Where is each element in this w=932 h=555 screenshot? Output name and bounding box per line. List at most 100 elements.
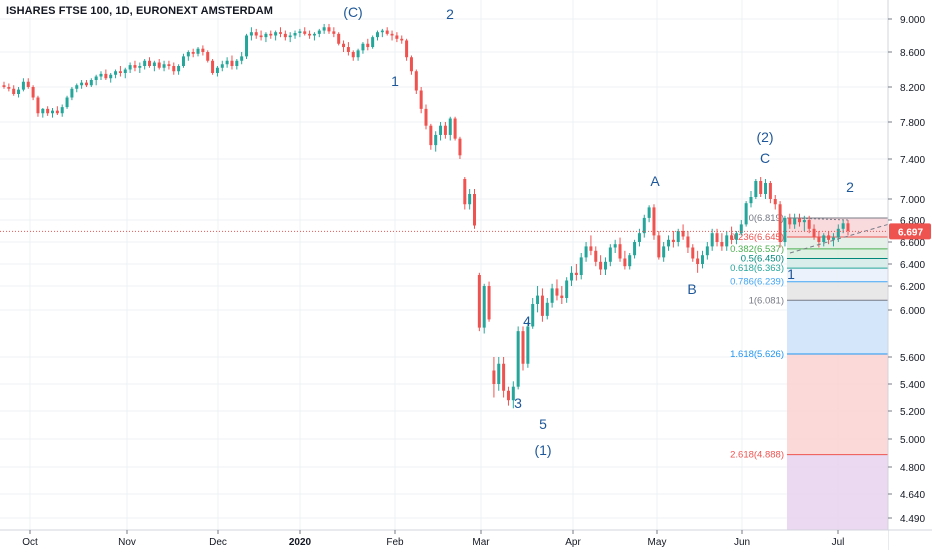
candle-body	[618, 244, 622, 259]
candle-body	[700, 255, 704, 264]
candle-body	[332, 31, 336, 34]
candle-body	[269, 33, 273, 36]
candle-body	[764, 183, 768, 194]
candle-body	[468, 194, 472, 205]
candle-body	[123, 69, 127, 73]
candle-body	[225, 60, 229, 65]
wave-label: (1)	[534, 442, 551, 458]
candle-body	[196, 48, 200, 54]
candle-body	[817, 236, 821, 242]
price-tick-label: 7.000	[900, 195, 925, 206]
candle-body	[293, 33, 297, 36]
price-tick-label: 6.800	[900, 216, 925, 227]
candle-body	[361, 43, 365, 51]
candle-body	[351, 52, 355, 58]
price-tick-label: 6.000	[900, 306, 925, 317]
wave-label: B	[687, 281, 696, 297]
candle-body	[342, 43, 346, 48]
candle-body	[482, 286, 486, 328]
candle-body	[628, 255, 632, 267]
candle-body	[720, 242, 724, 247]
candle-body	[133, 65, 137, 68]
candle-body	[109, 74, 113, 79]
candle-body	[385, 30, 389, 34]
candle-body	[424, 108, 428, 126]
chart-title: ISHARES FTSE 100, 1D, EURONEXT AMSTERDAM	[6, 5, 274, 17]
candle-body	[453, 118, 457, 139]
candle-body	[118, 71, 122, 73]
candle-body	[429, 125, 433, 146]
time-tick-label: Apr	[565, 537, 581, 548]
fib-level-label: 0.382(6.537)	[730, 244, 784, 255]
fib-level-label: 1(6.081)	[749, 295, 784, 306]
price-tick-label: 4.800	[900, 463, 925, 474]
candle-body	[65, 97, 69, 108]
candle-body	[346, 47, 350, 52]
candle-body	[36, 97, 40, 114]
candle-body	[565, 280, 569, 298]
fib-level-label: 1.618(5.626)	[730, 349, 784, 360]
candle-body	[240, 56, 244, 61]
candle-body	[220, 64, 224, 68]
candle-body	[730, 235, 734, 240]
candle-body	[676, 231, 680, 242]
candle-body	[55, 110, 59, 114]
candle-body	[759, 181, 763, 194]
candle-body	[99, 73, 103, 77]
fib-zone	[787, 300, 888, 354]
candle-body	[802, 220, 806, 223]
candle-body	[497, 363, 501, 384]
time-tick-label: Jul	[832, 537, 845, 548]
candle-body	[12, 88, 16, 94]
candle-body	[633, 242, 637, 256]
candle-body	[235, 60, 239, 66]
candle-body	[502, 363, 506, 391]
candle-body	[80, 82, 84, 86]
wave-label: (C)	[343, 4, 362, 20]
candle-body	[46, 108, 50, 114]
candle-body	[371, 37, 375, 48]
price-tick-label: 8.200	[900, 83, 925, 94]
candle-body	[768, 183, 772, 199]
fib-level-label: 0(6.819)	[749, 213, 784, 224]
fib-level-label: 0.786(6.239)	[730, 277, 784, 288]
candle-body	[710, 233, 714, 247]
candle-body	[264, 33, 268, 38]
candle-body	[812, 228, 816, 237]
time-tick-label: Feb	[386, 537, 404, 548]
candle-body	[89, 80, 93, 86]
candle-body	[570, 272, 574, 281]
fib-level-label: 0.236(6.645)	[730, 232, 784, 243]
price-tick-label: 6.200	[900, 282, 925, 293]
wave-label: C	[760, 150, 770, 166]
candle-body	[797, 217, 801, 223]
candle-body	[94, 76, 98, 80]
candle-body	[584, 246, 588, 258]
candle-body	[754, 181, 758, 197]
candle-body	[793, 217, 797, 225]
candle-body	[749, 197, 753, 204]
candle-body	[51, 110, 55, 114]
candle-body	[671, 239, 675, 242]
fib-zone	[787, 268, 888, 282]
candle-body	[526, 326, 530, 364]
candle-body	[686, 236, 690, 248]
candle-body	[783, 217, 787, 242]
candle-body	[143, 60, 147, 66]
candle-body	[400, 38, 404, 41]
time-tick-label: Nov	[118, 537, 136, 548]
price-axis-bg	[888, 0, 932, 550]
price-tick-label: 4.490	[900, 514, 925, 525]
candle-body	[725, 235, 729, 247]
trend-line	[789, 223, 889, 254]
candle-body	[327, 27, 331, 32]
candle-body	[201, 48, 205, 52]
candle-body	[206, 52, 210, 61]
candle-body	[312, 33, 316, 36]
fib-zone	[787, 353, 888, 455]
candle-body	[409, 57, 413, 72]
candle-body	[516, 331, 520, 387]
candle-body	[511, 386, 515, 401]
